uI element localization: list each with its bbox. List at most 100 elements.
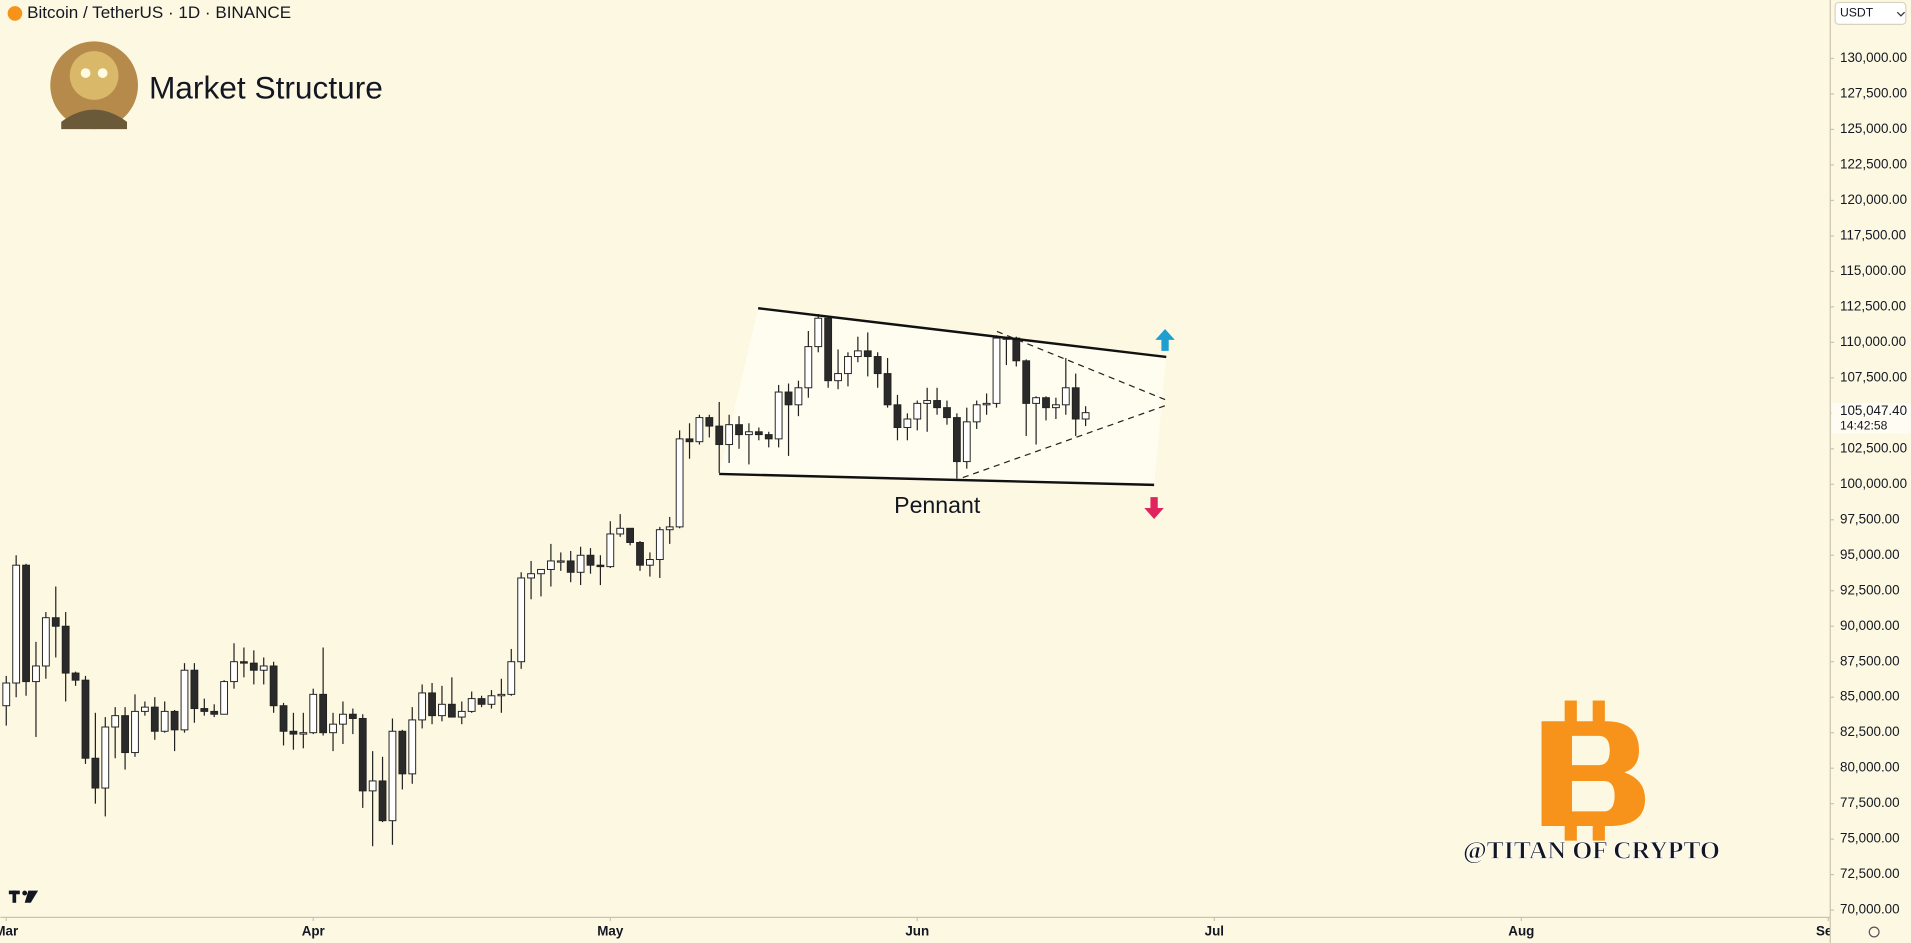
candle-body [368,780,377,792]
pattern-label: Pennant [894,492,981,518]
x-tick-label: May [597,924,624,939]
y-tick-label: 75,000.00 [1840,831,1900,846]
candle-body [962,421,971,463]
down-arrow [1144,497,1164,520]
symbol-icon [7,6,23,21]
x-tick-label: Mar [0,924,19,939]
candle-body [596,564,605,568]
candle-body [457,710,466,718]
candle-body [220,681,229,715]
candle-body [388,730,397,822]
candle-body [675,438,684,528]
candle-body [972,404,981,423]
candle-body [943,407,951,419]
up-arrow [1155,328,1175,351]
candle-body [269,665,278,707]
y-tick-label: 87,500.00 [1840,653,1900,668]
candle-body [863,350,872,358]
candle-body [1022,360,1031,404]
candle-body [655,529,664,561]
candle-body [61,625,70,674]
y-tick-label: 72,500.00 [1840,866,1900,881]
tv-logo [8,890,39,903]
candle-body [32,665,40,683]
candle-body [190,669,199,710]
candle-body [616,527,625,535]
candle-body [923,400,932,404]
candle-body [101,726,110,789]
candle-body [804,346,813,389]
y-tick-label: 122,500.00 [1840,156,1907,171]
currency-select[interactable] [1834,1,1907,25]
candle-body [1042,397,1050,409]
candle-body [566,560,575,573]
y-tick-label: 107,500.00 [1840,369,1907,384]
candle-body [606,533,615,568]
candle-body [1052,404,1060,409]
axis-panel [1830,0,1911,943]
candle-body [853,350,862,358]
candle-body [824,317,833,382]
countdown-label: 14:42:58 [1840,418,1888,432]
candle-body [81,679,90,759]
candle-body [764,434,773,440]
candle-body [665,526,674,531]
candle-body [1012,337,1021,362]
candle-body [41,617,50,667]
candle-body [71,672,80,681]
candle-body [873,356,882,375]
y-tick-label: 82,500.00 [1840,724,1900,739]
candle-body [339,713,347,725]
candle-body [467,698,476,712]
candle-body [695,417,704,443]
candle-body [378,780,387,822]
candle-body [279,705,288,732]
y-tick-label: 80,000.00 [1840,760,1900,775]
currency-label[interactable]: USDT [1840,6,1874,20]
candle-body [398,730,407,775]
candle-body [636,541,644,566]
candle-body [527,573,535,579]
candle-body [933,400,941,409]
bitcoin-logo [1541,700,1646,841]
candle-body [992,337,1001,404]
candle-body [685,438,694,443]
candle-body [952,417,961,463]
candle-body [814,317,823,348]
candle-body [319,693,328,734]
y-tick-label: 77,500.00 [1840,795,1900,810]
y-tick-label: 70,000.00 [1840,902,1900,917]
y-tick-label: 127,500.00 [1840,86,1907,101]
settings-icon[interactable] [1868,926,1880,938]
candle-body [794,387,803,406]
candle-body [140,706,149,712]
candle-body [754,431,763,436]
candle-body [1061,387,1070,406]
candle-body [507,661,516,695]
price-axis: USDT 70,000.00 72,500.00 75,000.00 77,500.0… [1829,0,1911,943]
dropdown-caret[interactable] [1896,11,1906,17]
candle-body [1032,397,1041,404]
candle-body [626,527,635,543]
candles [2,313,1090,847]
candle-body [150,706,159,732]
candle-body [121,715,129,754]
candle-body [22,564,30,683]
candle-body [497,693,506,697]
candle-body [170,710,179,731]
pennant-lines [719,307,1175,520]
y-tick-label: 125,000.00 [1840,121,1907,136]
candle-body [259,665,268,671]
y-tick-label: 90,000.00 [1840,618,1900,633]
candle-body [249,662,258,671]
y-tick-label: 110,000.00 [1840,334,1906,349]
candle-body [309,693,318,734]
candle-body [576,554,585,573]
candle-body [111,715,120,728]
brand-title: Market Structure [149,70,383,106]
candle-body [358,718,367,792]
candle-body [240,661,248,664]
candle-body [646,559,654,566]
candle-body [517,577,526,663]
